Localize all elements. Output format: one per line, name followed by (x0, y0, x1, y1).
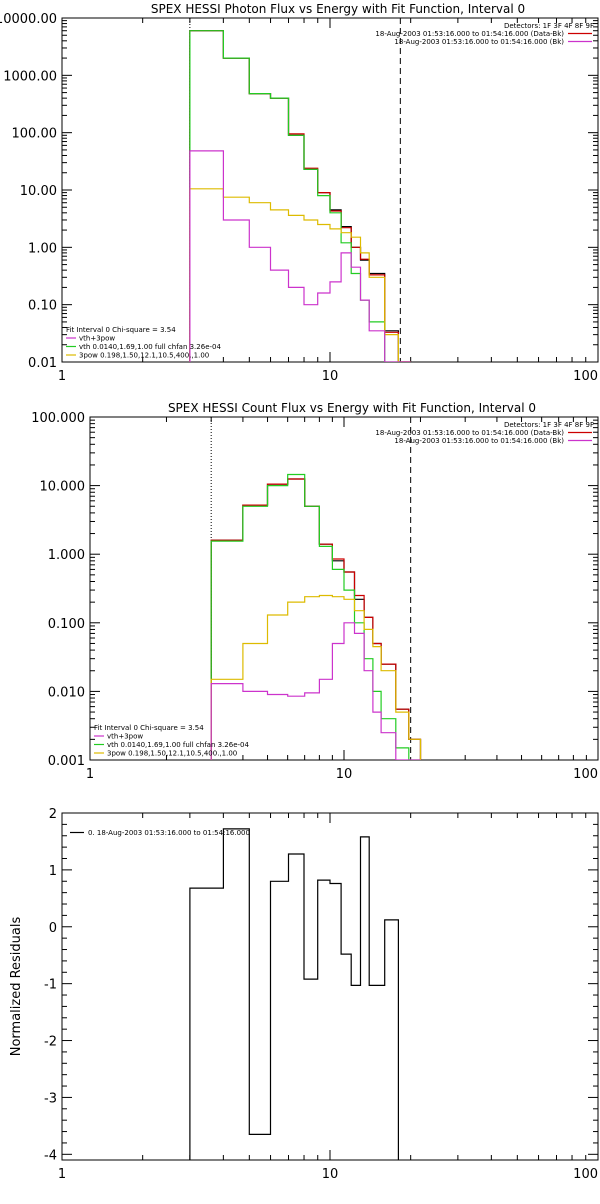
x-tick-label: 1 (86, 767, 94, 782)
panel-0: SPEX HESSI Photon Flux vs Energy with Fi… (0, 2, 599, 384)
y-tick-label: 10.000 (40, 480, 86, 495)
y-tick-label: -2 (44, 1035, 57, 1050)
series-vth (210, 473, 421, 760)
y-tick-label: 0.10 (28, 299, 57, 314)
x-tick-label: 100 (573, 369, 598, 384)
y-tick-label: 100.000 (31, 411, 85, 426)
legend-entry: vth+3pow (79, 335, 115, 343)
legend-entry: vth 0.0140,1.69,1.00 full chfan 3.26e-04 (79, 343, 221, 351)
header-line: Detectors: 1F 3F 4F 8F 9F (504, 22, 594, 30)
y-tick-label: 0.001 (48, 754, 85, 769)
series-3pow (189, 188, 411, 362)
x-tick-label: 100 (573, 1167, 598, 1182)
panel-2: 1 10 100 -4 -3 -2 -1 0 1 2 Normalized Residuals 0. … (9, 807, 599, 1182)
y-tick-label: 10.00 (20, 184, 57, 199)
y-tick-label: 1.000 (48, 548, 85, 563)
y-tick-label: -3 (44, 1091, 57, 1106)
legend-entry: Fit Interval 0 Chi-square = 3.54 (94, 724, 204, 732)
y-tick-label: 0.01 (28, 356, 57, 371)
legend-entry: 3pow 0.198,1.50,12.1,10.5,400.,1.00 (107, 750, 237, 758)
y-tick-label: 2 (49, 807, 57, 822)
y-tick-label: 100.00 (12, 127, 58, 142)
y-tick-label: 1.00 (28, 241, 57, 256)
panel-1: SPEX HESSI Count Flux vs Energy with Fit… (31, 401, 599, 782)
plot-title: SPEX HESSI Photon Flux vs Energy with Fi… (151, 2, 525, 16)
plot-title: SPEX HESSI Count Flux vs Energy with Fit… (168, 401, 536, 415)
legend-entry: 0. 18-Aug-2003 01:53:16.000 to 01:54:16.… (88, 829, 250, 837)
legend-entry: vth 0.0140,1.69,1.00 full chfan 3.26e-04 (107, 741, 249, 749)
y-tick-label: 1000.00 (3, 69, 57, 84)
y-tick-label: 10000.00 (0, 12, 57, 27)
series-bk (189, 150, 411, 362)
plot-area (189, 828, 399, 1160)
header-line: 18-Aug-2003 01:53:16.000 to 01:54:16.000… (375, 429, 564, 437)
y-tick-label: 1 (49, 864, 57, 879)
header-line: 18-Aug-2003 01:53:16.000 to 01:54:16.000… (394, 437, 564, 445)
y-tick-label: 0.100 (48, 617, 85, 632)
header-line: 18-Aug-2003 01:53:16.000 to 01:54:16.000… (394, 38, 564, 46)
header-line: 18-Aug-2003 01:53:16.000 to 01:54:16.000… (375, 30, 564, 38)
legend-entry: 3pow 0.198,1.50,12.1,10.5,400.,1.00 (79, 352, 209, 360)
x-tick-label: 10 (322, 1167, 339, 1182)
legend-entry: Fit Interval 0 Chi-square = 3.54 (66, 326, 176, 334)
y-axis-label: Normalized Residuals (9, 917, 24, 1057)
axes-frame (61, 812, 599, 1161)
x-tick-label: 100 (573, 767, 598, 782)
axes-frame (61, 17, 599, 363)
plot-area (210, 417, 422, 760)
series-3pow (210, 594, 422, 760)
y-tick-label: 0.010 (48, 685, 85, 700)
series-bk (210, 622, 421, 760)
y-tick-label: -4 (44, 1148, 57, 1163)
x-tick-label: 1 (58, 369, 66, 384)
series-residuals (189, 828, 399, 1160)
x-tick-label: 1 (58, 1167, 66, 1182)
y-tick-label: 0 (49, 921, 57, 936)
plot-area (189, 18, 411, 362)
header-line: Detectors: 1F 3F 4F 8F 9F (504, 421, 594, 429)
x-tick-label: 10 (336, 767, 353, 782)
legend-entry: vth+3pow (107, 733, 143, 741)
x-tick-label: 10 (322, 369, 339, 384)
y-tick-label: -1 (44, 978, 57, 993)
